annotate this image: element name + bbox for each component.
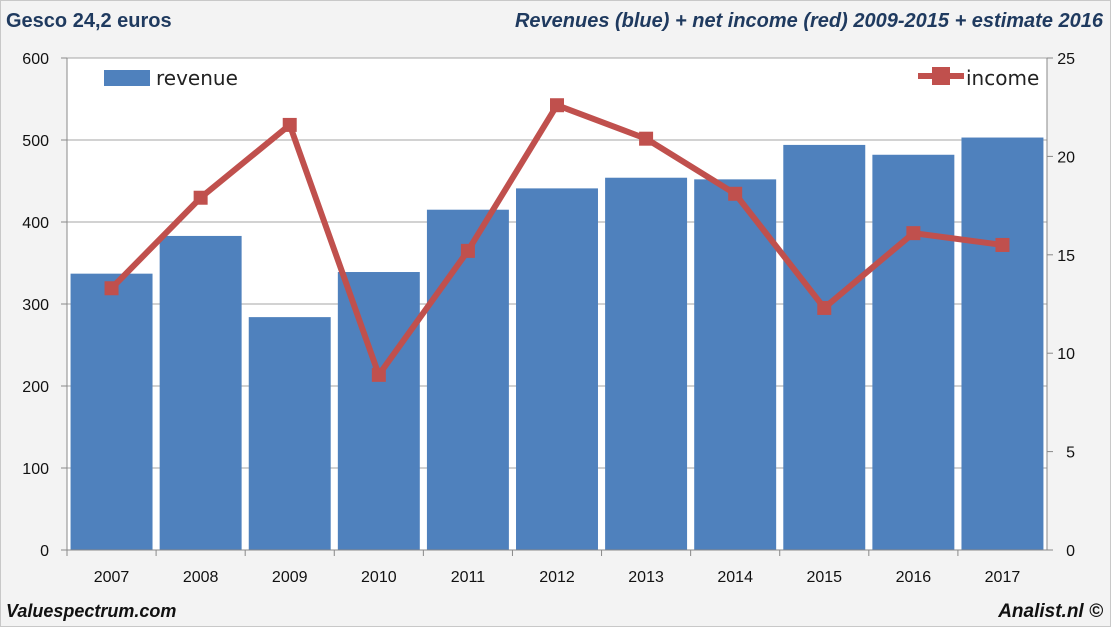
x-tick-label: 2012: [539, 569, 575, 586]
revenue-bar: [605, 177, 688, 550]
income-point: [371, 367, 386, 382]
income-point: [550, 98, 564, 113]
y2-tick-label: 25: [1057, 51, 1075, 68]
income-point: [906, 226, 921, 241]
revenue-bar: [248, 317, 331, 550]
y-tick-label: 100: [22, 461, 49, 478]
footer-source: Valuespectrum.com: [6, 601, 177, 621]
income-point: [193, 190, 208, 205]
y2-tick-label: 20: [1057, 149, 1075, 166]
x-tick-label: 2010: [361, 569, 397, 586]
x-tick-label: 2015: [806, 569, 842, 586]
x-tick-label: 2013: [628, 569, 664, 586]
income-point: [817, 300, 832, 315]
y-tick-label: 300: [22, 297, 49, 314]
revenue-bar: [694, 179, 777, 551]
revenue-bar: [783, 144, 866, 551]
x-tick-label: 2014: [717, 569, 753, 586]
income-line: [104, 98, 1010, 382]
y-tick-label: 200: [22, 379, 49, 396]
income-point: [995, 237, 1010, 252]
revenue-bar: [872, 154, 955, 550]
legend-revenue-label: revenue: [156, 66, 238, 90]
y2-tick-label: 15: [1057, 248, 1075, 265]
x-tick-label: 2009: [272, 569, 308, 586]
revenue-bars: [70, 137, 1044, 551]
income-point: [104, 281, 119, 296]
chart-title: Revenues (blue) + net income (red) 2009-…: [514, 10, 1103, 32]
x-tick-label: 2008: [183, 569, 219, 586]
y-tick-label: 500: [22, 133, 49, 150]
x-tick-label: 2017: [985, 569, 1021, 586]
x-tick-label: 2016: [896, 569, 932, 586]
y-tick-label: 600: [22, 51, 49, 68]
income-point: [282, 117, 297, 132]
y2-tick-label: 5: [1066, 445, 1075, 462]
y2-tick-label: 10: [1057, 346, 1075, 363]
x-tick-label: 2011: [451, 569, 486, 586]
y2-tick-label: 0: [1066, 543, 1075, 560]
revenue-bar: [961, 137, 1044, 551]
x-tick-label: 2007: [94, 569, 130, 586]
axes: 0 100 200 300 400 500 600 0 5 10 15 20 25 2007 2008 200…: [22, 51, 1075, 586]
income-point: [460, 243, 475, 258]
legend-income-label: income: [966, 66, 1039, 90]
footer-copyright: Analist.nl ©: [998, 601, 1103, 622]
revenue-bar: [337, 272, 420, 550]
stock-price-title: Gesco 24,2 euros: [6, 10, 172, 32]
revenue-bar: [426, 209, 509, 550]
income-point: [639, 131, 654, 146]
revenue-bar: [516, 188, 598, 550]
revenue-bar: [70, 273, 153, 550]
legend-revenue-swatch: [104, 70, 150, 86]
income-point: [728, 186, 743, 201]
legend: revenue income: [104, 66, 1039, 90]
y-tick-label: 0: [40, 543, 49, 560]
y-tick-label: 400: [22, 215, 49, 232]
revenue-bar: [159, 235, 242, 550]
legend-income-marker: [932, 67, 950, 85]
